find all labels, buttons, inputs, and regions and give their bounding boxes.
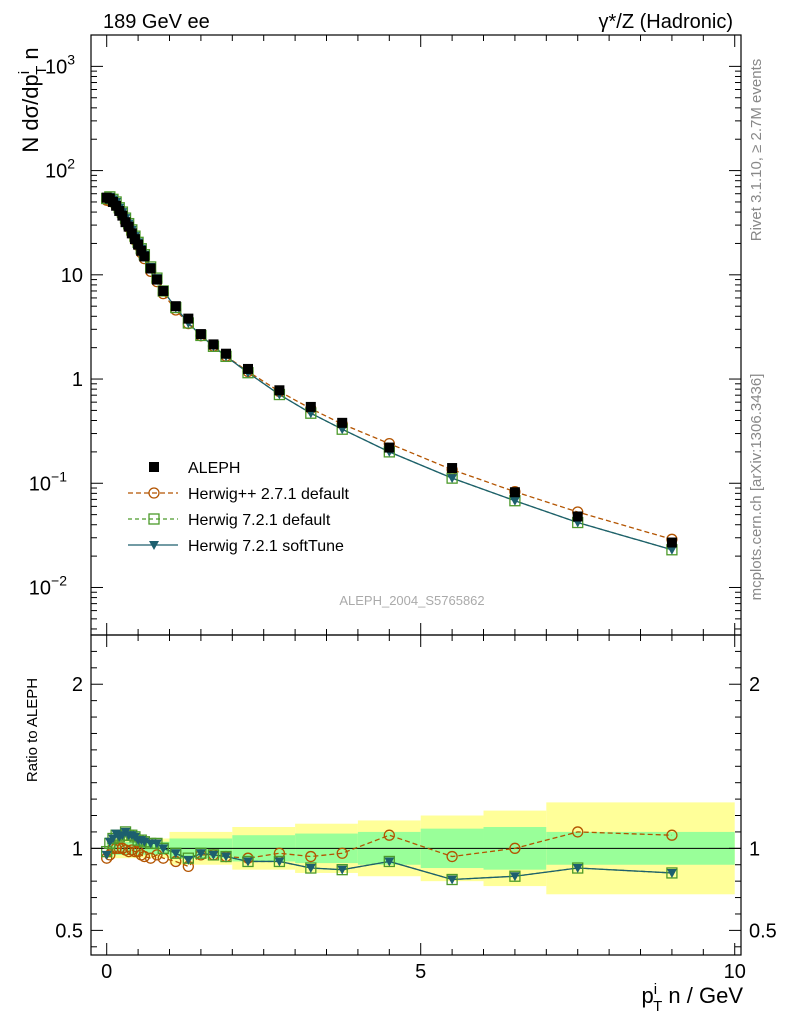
ratio-point-s3-13 [145,839,156,849]
ratio-point-s2-27 [509,870,521,882]
point-s0-16 [170,301,181,312]
legend-label-0: ALEPH [188,460,240,477]
point-s0-23 [305,401,316,412]
point-s0-25 [384,442,395,453]
point-s3-29 [666,545,677,555]
point-s0-17 [183,313,194,324]
point-s3-27 [509,496,520,506]
point-s0-28 [572,511,583,522]
x-axis-label: pi T n / GeV [642,981,744,1015]
point-s0-14 [151,274,162,285]
point-s0-3 [111,200,122,211]
ytick-label-top: 1 [72,369,83,391]
ytick-label-top: 10−2 [29,572,67,599]
axes [90,34,742,956]
ratio-point-s3-25 [384,857,395,867]
point-s0-27 [509,487,520,498]
ratio-point-s3-18 [195,849,206,859]
ratio-point-s3-21 [243,857,254,867]
ytick-label-ratio-right: 2 [749,674,760,696]
ratio-point-s3-20 [221,852,232,862]
analysis-watermark: ALEPH_2004_S5765862 [339,593,484,608]
ratio-point-s1-28 [572,826,584,838]
ratio-point-s1-26 [446,850,458,863]
ratio-point-s1-29 [666,829,678,841]
legend-label-1: Herwig++ 2.7.1 default [188,486,350,503]
point-s0-21 [243,363,254,374]
ratio-point-s1-9 [129,845,141,858]
point-s0-26 [447,463,458,474]
spectrum-markers [101,191,678,556]
ratio-point-s3-22 [274,857,285,867]
ratio-point-s3-19 [208,850,219,860]
point-s0-24 [337,417,348,428]
xtick-label: 10 [724,961,746,983]
point-s0-20 [221,348,232,359]
point-s0-7 [123,221,134,232]
ratio-point-s1-14 [151,849,163,861]
header-left: 189 GeV ee [103,11,210,33]
ratio-point-s3-23 [305,864,316,874]
ratio-point-s3-29 [666,868,677,878]
ratio-point-s3-17 [183,855,194,865]
mcplots-label: mcplots.cern.ch [arXiv:1306.3436] [748,374,765,601]
point-s0-19 [208,339,219,350]
point-s0-15 [158,285,169,296]
ratio-point-s3-26 [447,875,458,885]
point-s0-5 [117,210,128,221]
point-s0-22 [274,385,285,396]
ytick-label-top: 10−1 [29,468,67,495]
ytick-label-ratio: 0.5 [55,920,83,942]
ratio-ylabel: Ratio to ALEPH [24,678,41,782]
point-s0-10 [133,239,144,250]
point-s0-11 [136,245,147,256]
legend-label-3: Herwig 7.2.1 softTune [188,538,344,555]
ratio-point-s3-14 [151,839,162,849]
point-s3-26 [447,474,458,484]
ratio-point-s1-13 [145,852,157,864]
ratio-point-s1-12 [138,850,151,863]
point-s0-9 [129,234,140,245]
ytick-label-top: 102 [45,156,75,183]
point-s0-29 [666,537,677,548]
legend-marker-1 [148,487,160,499]
ratio-markers [101,826,678,886]
ytick-label-ratio: 2 [72,674,83,696]
xtick-label: 5 [415,961,426,983]
legend-label-2: Herwig 7.2.1 default [188,512,331,529]
ratio-point-s3-27 [509,872,520,882]
ratio-point-s1-24 [336,847,348,859]
point-s0-18 [195,329,206,340]
ytick-label-ratio: 1 [72,838,83,860]
legend-marker-3 [149,541,159,550]
legend-marker-0 [149,462,159,472]
ratio-point-s3-16 [170,849,181,859]
ytick-label-ratio-right: 0.5 [749,920,777,942]
ratio-point-s3-28 [572,864,583,874]
ratio-point-s1-23 [305,850,317,863]
ratio-point-s1-27 [509,842,521,854]
ytick-label-top: 10 [61,265,83,287]
ratio-point-s1-25 [383,829,395,841]
legend-marker-2 [148,513,160,525]
point-s0-13 [145,263,156,274]
ratio-point-s3-15 [158,844,169,854]
uncertainty-band [91,802,741,895]
point-s0-8 [126,228,137,239]
ratio-curve-1 [106,831,672,868]
ytick-label-ratio-right: 1 [749,838,760,860]
legend: ALEPH Herwig++ 2.7.1 default Herwig 7.2.1 … [128,460,350,555]
header-right: γ*/Z (Hadronic) [599,11,733,33]
point-s0-12 [139,251,150,262]
ratio-point-s3-24 [337,865,348,875]
ratio-frame [90,634,742,956]
xtick-label: 0 [101,961,112,983]
ratio-point-s3-0 [101,850,112,860]
rivet-label: Rivet 3.1.10, ≥ 2.7M events [748,59,765,242]
